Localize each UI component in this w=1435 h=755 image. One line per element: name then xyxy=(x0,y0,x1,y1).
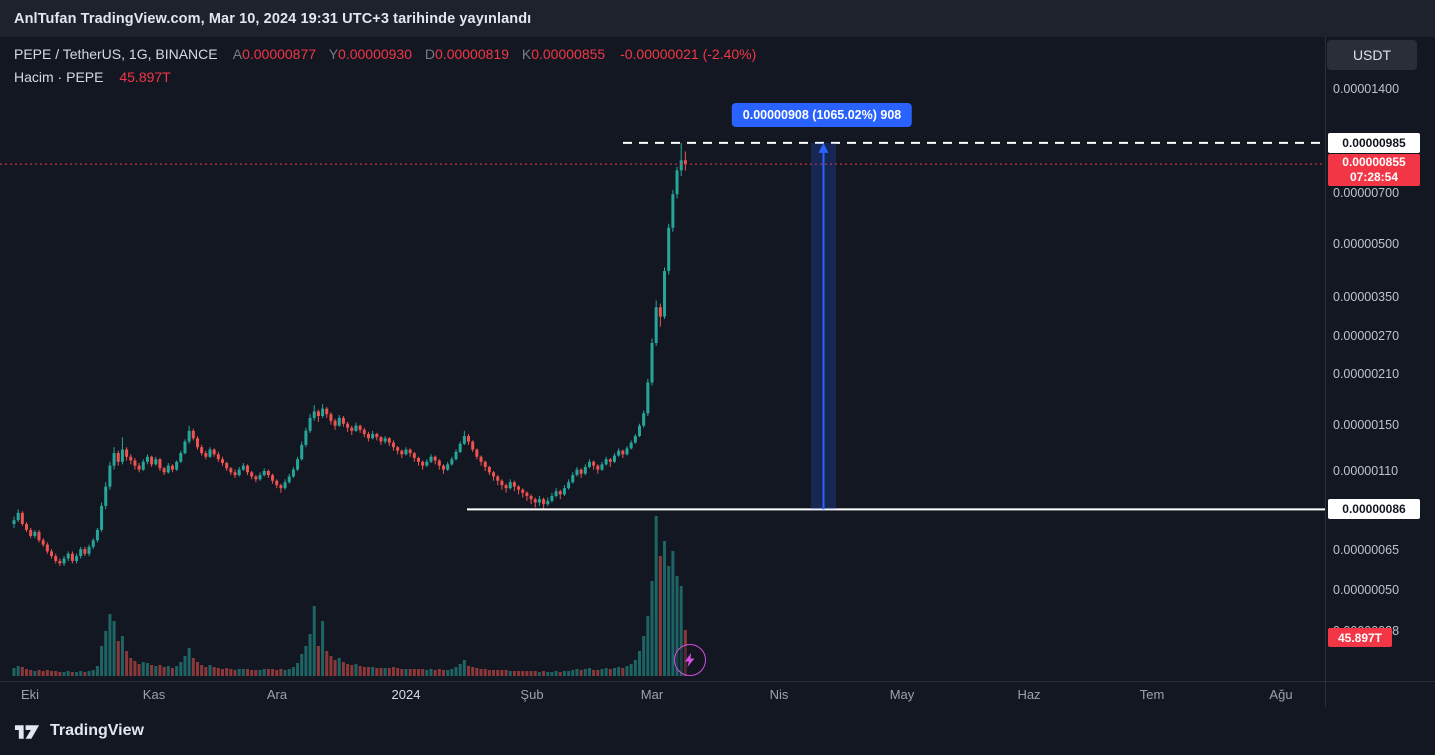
time-tick: Eki xyxy=(20,687,40,702)
time-tick: Ağu xyxy=(1269,687,1293,702)
time-tick: Tem xyxy=(1139,687,1165,702)
time-tick: Ara xyxy=(266,687,288,702)
price-tick: 0.00000350 xyxy=(1333,290,1400,305)
price-tick: 0.00000210 xyxy=(1333,367,1400,382)
publish-info-text: AnlTufan TradingView.com, Mar 10, 2024 1… xyxy=(14,10,532,27)
tradingview-logo-icon[interactable] xyxy=(14,723,41,740)
price-tick: 0.00000270 xyxy=(1333,329,1400,344)
price-tick: 0.00000050 xyxy=(1333,582,1400,597)
tradingview-wordmark[interactable]: TradingView xyxy=(50,722,144,739)
price-tick: 0.00000150 xyxy=(1333,417,1400,432)
symbol-title[interactable]: PEPE / TetherUS, 1G, BINANCE xyxy=(14,46,218,62)
time-tick: Şub xyxy=(520,687,544,702)
time-axis[interactable]: Eki Kas Ara 2024 Şub Mar Nis May Haz Tem Ağu xyxy=(0,681,1435,708)
ohlc-low: D0.00000819 xyxy=(424,46,509,62)
publish-info-bar: AnlTufan TradingView.com, Mar 10, 2024 1… xyxy=(0,0,1435,37)
volume-row-label: Hacim · PEPE xyxy=(14,69,104,85)
price-change: -0.00000021 (-2.40%) xyxy=(620,46,757,62)
footer-bar: TradingView xyxy=(0,707,1435,755)
time-tick: Kas xyxy=(142,687,166,702)
current-price-value: 0.00000855 xyxy=(1342,155,1406,170)
price-tick: 0.00000110 xyxy=(1333,464,1399,479)
price-axis[interactable]: 0.00000985 0.00000855 07:28:54 0.0000008… xyxy=(1325,0,1435,707)
time-tick: Mar xyxy=(640,687,664,702)
boost-button[interactable] xyxy=(674,644,706,676)
measure-tool-label[interactable]: 0.00000908 (1065.02%) 908 xyxy=(731,103,913,127)
price-tick: 0.00001400 xyxy=(1333,82,1400,96)
level-low-price-label: 0.00000086 xyxy=(1328,499,1420,520)
volume-axis-label: 45.897T xyxy=(1328,628,1392,648)
volume-row-value: 45.897T xyxy=(119,69,171,85)
time-tick: 2024 xyxy=(391,687,421,702)
time-tick: Nis xyxy=(769,687,789,702)
price-tick: 0.00000065 xyxy=(1333,543,1400,558)
ohlc-close: K0.00000855 xyxy=(521,46,606,62)
ohlc-high: Y0.00000930 xyxy=(328,46,412,62)
current-price-label: 0.00000855 07:28:54 xyxy=(1328,154,1420,187)
ohlc-open: A0.00000877 xyxy=(232,46,317,62)
level-high-price-label: 0.00000985 xyxy=(1328,132,1420,153)
bar-countdown: 07:28:54 xyxy=(1349,170,1399,185)
currency-toggle-button[interactable]: USDT xyxy=(1327,40,1417,70)
price-tick: 0.00000500 xyxy=(1333,236,1400,251)
symbol-info-legend: PEPE / TetherUS, 1G, BINANCE A0.00000877… xyxy=(14,45,756,86)
lightning-icon xyxy=(685,653,695,667)
time-tick: Haz xyxy=(1017,687,1041,702)
time-tick: May xyxy=(889,687,915,702)
price-tick: 0.00000700 xyxy=(1333,186,1400,201)
